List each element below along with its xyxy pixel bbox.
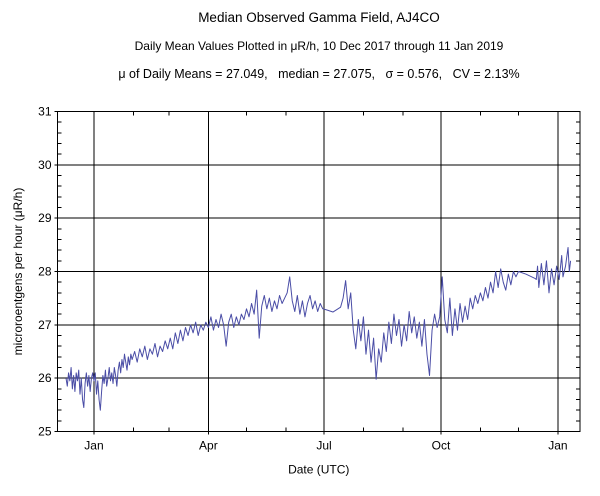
y-axis-tick-label: 29	[38, 211, 52, 225]
x-axis-tick-label: Apr	[199, 439, 218, 453]
chart-subtitle: Daily Mean Values Plotted in μR/h, 10 De…	[134, 39, 504, 53]
x-axis-title: Date (UTC)	[288, 463, 349, 477]
y-axis-tick-label: 31	[38, 105, 52, 119]
y-axis-title: microroentgens per hour (μR/h)	[11, 188, 25, 356]
x-axis-tick-label: Jan	[84, 439, 103, 453]
chart-stats-line: μ of Daily Means = 27.049, median = 27.0…	[118, 67, 520, 81]
x-axis-tick-label: Jul	[316, 439, 331, 453]
y-axis-tick-label: 25	[38, 425, 52, 439]
y-axis-tick-label: 27	[38, 318, 52, 332]
x-axis-tick-label: Oct	[432, 439, 451, 453]
y-axis-tick-label: 26	[38, 371, 52, 385]
x-axis-tick-label: Jan	[548, 439, 567, 453]
plot-frame	[57, 111, 581, 432]
y-axis-tick-label: 28	[38, 265, 52, 279]
chart-title: Median Observed Gamma Field, AJ4CO	[198, 10, 440, 25]
data-line-daily-mean	[65, 247, 572, 411]
y-axis-tick-label: 30	[38, 158, 52, 172]
